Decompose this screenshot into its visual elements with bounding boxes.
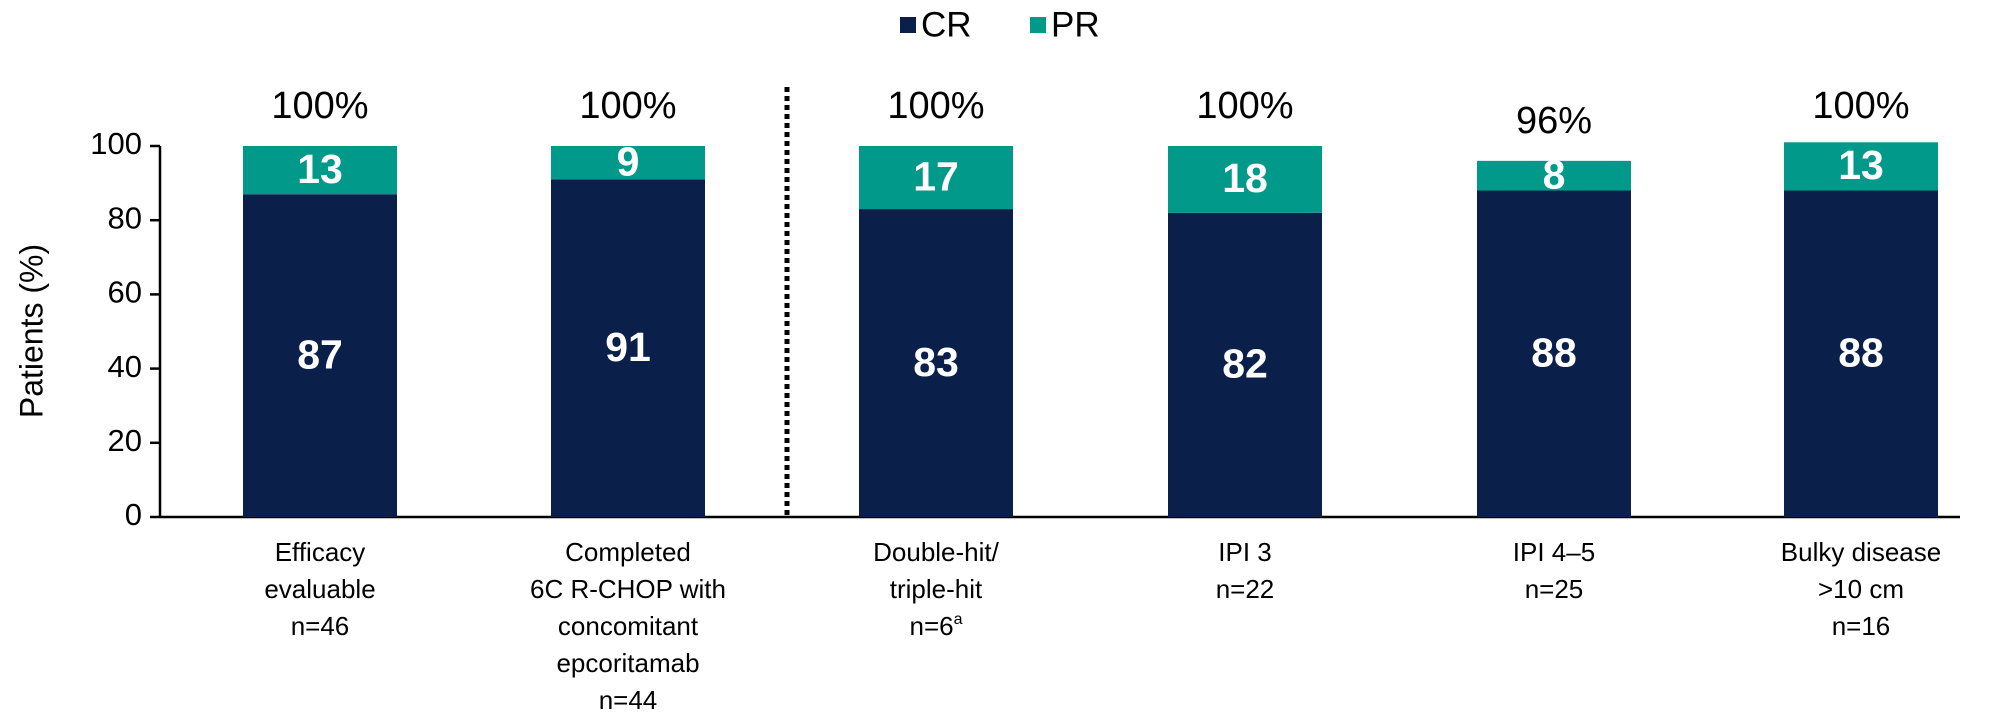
bar-segment (1477, 190, 1631, 517)
legend-swatch (900, 17, 916, 33)
bar-segment (1168, 212, 1322, 517)
label-text: n=6 (909, 611, 953, 641)
data-label: 17 (913, 153, 959, 199)
total-label: 100% (1812, 85, 1909, 127)
bar-segment (1477, 160, 1631, 191)
data-label: 91 (605, 324, 651, 370)
x-tick-label: n=25 (1525, 574, 1584, 604)
x-tick-label: epcoritamab (556, 648, 699, 678)
x-tick-label: Double-hit/ (873, 537, 1000, 567)
x-tick-label: Completed (565, 537, 691, 567)
x-tick-label: triple-hit (890, 574, 983, 604)
data-label: 8 (1543, 152, 1566, 198)
data-label: 82 (1222, 341, 1268, 387)
total-label: 96% (1516, 100, 1592, 142)
data-label: 83 (913, 339, 959, 385)
x-tick-label: Bulky disease (1781, 537, 1941, 567)
legend-label: CR (921, 5, 972, 44)
y-tick-label: 20 (108, 423, 142, 458)
x-tick-label: IPI 3 (1218, 537, 1271, 567)
x-tick-label: evaluable (264, 574, 375, 604)
y-tick-label: 60 (108, 275, 142, 310)
bar-segment (243, 146, 397, 195)
bar-segment (243, 194, 397, 518)
y-tick-label: 40 (108, 349, 142, 384)
y-tick-label: 0 (125, 497, 142, 532)
footnote-mark: a (954, 611, 963, 628)
data-label: 9 (617, 139, 640, 185)
total-label: 100% (271, 85, 368, 127)
x-tick-label: >10 cm (1818, 574, 1904, 604)
x-tick-label: n=16 (1832, 611, 1891, 641)
y-tick-label: 80 (108, 200, 142, 235)
x-tick-label: n=44 (599, 685, 658, 714)
bar-segment (1784, 142, 1938, 191)
bar-segment (551, 146, 705, 180)
bar-segment (1168, 146, 1322, 213)
legend-label: PR (1051, 5, 1100, 44)
x-tick-label: n=46 (291, 611, 350, 641)
x-tick-label: n=22 (1216, 574, 1275, 604)
data-label: 88 (1838, 330, 1884, 376)
total-label: 100% (887, 85, 984, 127)
x-tick-label: n=6a (909, 611, 962, 641)
x-tick-label: concomitant (558, 611, 699, 641)
bar-segment (859, 146, 1013, 210)
y-tick-label: 100 (90, 126, 142, 161)
total-label: 100% (579, 85, 676, 127)
bar-segment (551, 179, 705, 517)
data-label: 13 (297, 146, 343, 192)
data-label: 88 (1531, 330, 1577, 376)
bar-segment (1784, 190, 1938, 517)
total-label: 100% (1196, 85, 1293, 127)
data-label: 18 (1222, 155, 1268, 201)
x-tick-label: IPI 4–5 (1513, 537, 1595, 567)
y-axis-label: Patients (%) (13, 244, 49, 418)
x-tick-label: Efficacy (275, 537, 366, 567)
data-label: 13 (1838, 142, 1884, 188)
x-tick-label: 6C R-CHOP with (530, 574, 726, 604)
data-label: 87 (297, 331, 343, 377)
bar-segment (859, 209, 1013, 517)
legend-swatch (1030, 17, 1046, 33)
